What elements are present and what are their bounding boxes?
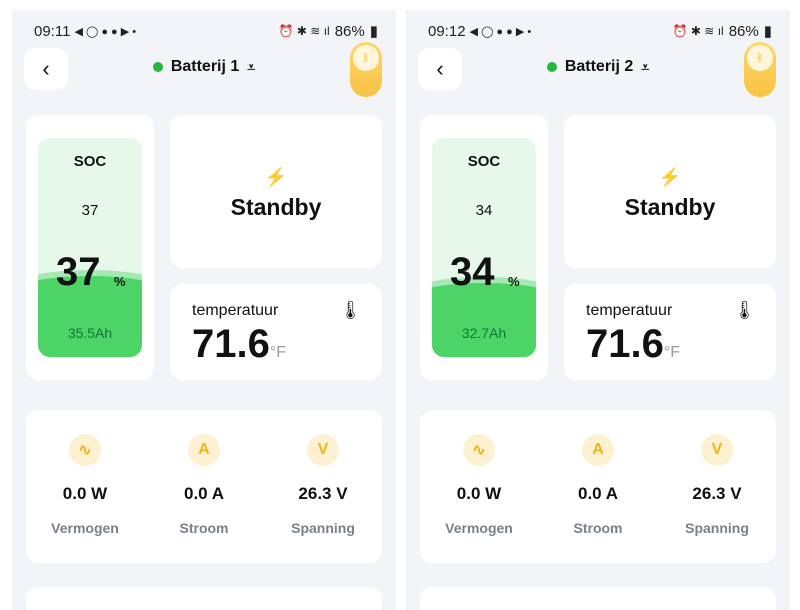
bluetooth-toggle[interactable]: ᛒ	[744, 42, 776, 97]
dropdown-icon: ⩡	[641, 58, 650, 75]
next-card	[420, 587, 776, 610]
temperature-label: temperatuur	[586, 302, 673, 319]
soc-capacity: 32.7Ah	[461, 325, 507, 341]
status-bar: 09:11 ◀ ◯ ● ● ▶ • ⏰ ✱ ≋ ıl 86% ▮	[34, 21, 378, 41]
battery-charge-icon: ⚡	[658, 167, 682, 187]
device-title: Batterij 2	[564, 58, 634, 75]
screen-battery-1: 09:11 ◀ ◯ ● ● ▶ • ⏰ ✱ ≋ ıl 86% ▮ ‹ Batteri…	[12, 10, 396, 610]
soc-unit: %	[114, 274, 126, 289]
pulse-icon: ∿	[463, 434, 495, 466]
soc-card: SOC 34 34 % 32.7Ah	[420, 115, 548, 380]
status-bar: 09:12 ◀ ◯ ● ● ▶ • ⏰ ✱ ≋ ıl 86% ▮	[428, 21, 772, 41]
system-icons: ⏰ ✱ ≋ ıl	[278, 24, 330, 38]
temperature-card: temperatuur 🌡 71.6°F	[170, 284, 382, 380]
system-icons: ⏰ ✱ ≋ ıl	[672, 24, 724, 38]
volt-icon: V	[701, 434, 733, 466]
screen-battery-2: 09:12 ◀ ◯ ● ● ▶ • ⏰ ✱ ≋ ıl 86% ▮ ‹ Batteri…	[406, 10, 790, 610]
soc-value: 34	[450, 250, 495, 294]
stats-card: ∿ 0.0 W Vermogen A 0.0 A Stroom V 26.3 V Spann…	[26, 410, 382, 563]
stat-voltage: V 26.3 V Spanning	[658, 434, 776, 536]
temperature-label: temperatuur	[192, 302, 279, 319]
stat-label: Stroom	[179, 520, 229, 536]
stat-label: Spanning	[685, 520, 749, 536]
soc-label: SOC	[73, 153, 107, 170]
device-selector[interactable]: Batterij 1 ⩡	[12, 58, 396, 76]
status-time: 09:12	[428, 22, 466, 40]
soc-value-small: 37	[81, 202, 99, 219]
next-card	[26, 587, 382, 610]
stat-value: 0.0 A	[183, 484, 224, 503]
ampere-icon: A	[188, 434, 220, 466]
temperature-value: 71.6	[586, 322, 664, 366]
online-status-dot	[546, 62, 557, 72]
bluetooth-icon: ᛒ	[747, 45, 773, 71]
battery-percent: 86%	[728, 22, 759, 40]
ampere-icon: A	[582, 434, 614, 466]
stat-value: 26.3 V	[692, 484, 742, 503]
temperature-unit: °F	[269, 344, 287, 361]
bluetooth-icon: ᛒ	[353, 45, 379, 71]
temperature-unit: °F	[663, 344, 681, 361]
notification-icons: ◀ ◯ ● ● ▶ •	[74, 25, 137, 38]
soc-fill	[38, 275, 142, 357]
chevron-left-icon: ‹	[436, 56, 444, 81]
pulse-icon: ∿	[69, 434, 101, 466]
stat-voltage: V 26.3 V Spanning	[264, 434, 382, 536]
soc-value-small: 34	[475, 202, 493, 219]
stat-current: A 0.0 A Stroom	[145, 434, 263, 536]
soc-fill	[432, 282, 536, 357]
online-status-dot	[152, 62, 163, 72]
battery-percent: 86%	[334, 22, 365, 40]
stat-value: 0.0 W	[62, 484, 108, 503]
soc-card: SOC 37 37 % 35.5Ah	[26, 115, 154, 380]
state-card: ⚡ Standby	[564, 115, 776, 268]
notification-icons: ◀ ◯ ● ● ▶ •	[469, 25, 532, 38]
soc-capacity: 35.5Ah	[67, 325, 113, 341]
state-text: Standby	[624, 194, 716, 220]
back-button[interactable]: ‹	[24, 48, 68, 90]
thermometer-icon: 🌡	[733, 300, 756, 320]
stat-power: ∿ 0.0 W Vermogen	[420, 434, 538, 536]
device-selector[interactable]: Batterij 2 ⩡	[406, 58, 790, 76]
soc-gauge: SOC 34 34 % 32.7Ah	[432, 138, 536, 357]
device-title: Batterij 1	[170, 58, 240, 75]
volt-icon: V	[307, 434, 339, 466]
state-card: ⚡ Standby	[170, 115, 382, 268]
state-text: Standby	[230, 194, 322, 220]
back-button[interactable]: ‹	[418, 48, 462, 90]
stat-value: 0.0 W	[456, 484, 502, 503]
temperature-card: temperatuur 🌡 71.6°F	[564, 284, 776, 380]
stat-power: ∿ 0.0 W Vermogen	[26, 434, 144, 536]
thermometer-icon: 🌡	[339, 300, 362, 320]
temperature-value: 71.6	[192, 322, 270, 366]
dropdown-icon: ⩡	[247, 58, 256, 75]
soc-unit: %	[508, 274, 520, 289]
stat-label: Spanning	[291, 520, 355, 536]
status-time: 09:11	[34, 22, 71, 40]
stat-label: Stroom	[573, 520, 623, 536]
stat-label: Vermogen	[51, 520, 119, 536]
chevron-left-icon: ‹	[42, 56, 50, 81]
stats-card: ∿ 0.0 W Vermogen A 0.0 A Stroom V 26.3 V Spann…	[420, 410, 776, 563]
stat-value: 0.0 A	[577, 484, 618, 503]
soc-label: SOC	[467, 153, 501, 170]
soc-value: 37	[56, 250, 101, 294]
battery-icon: ▮	[763, 23, 772, 40]
bluetooth-toggle[interactable]: ᛒ	[350, 42, 382, 97]
stat-label: Vermogen	[445, 520, 513, 536]
battery-icon: ▮	[369, 23, 378, 40]
stat-current: A 0.0 A Stroom	[539, 434, 657, 536]
battery-charge-icon: ⚡	[264, 167, 288, 187]
soc-gauge: SOC 37 37 % 35.5Ah	[38, 138, 142, 357]
stat-value: 26.3 V	[298, 484, 348, 503]
